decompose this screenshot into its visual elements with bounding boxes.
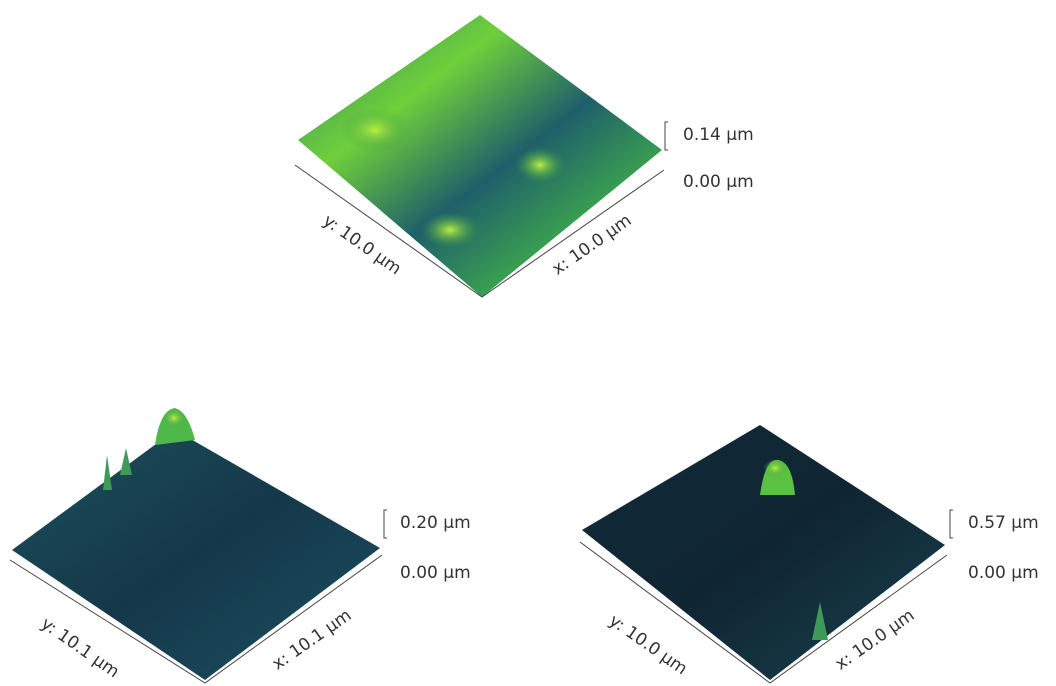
peak bbox=[763, 459, 787, 477]
peak bbox=[515, 147, 565, 183]
z-min-label: 0.00 µm bbox=[400, 563, 471, 583]
peak bbox=[420, 212, 480, 248]
surface-panel-1: 0.14 µm 0.00 µm y: 10.0 µm x: 10.0 µm bbox=[294, 15, 754, 298]
y-axis-label: y: 10.0 µm bbox=[319, 211, 405, 279]
z-max-label: 0.14 µm bbox=[683, 125, 754, 145]
z-bracket bbox=[949, 509, 953, 539]
surface-panel-3: 0.57 µm 0.00 µm y: 10.0 µm x: 10.0 µm bbox=[579, 425, 1039, 684]
base-axis bbox=[9, 554, 383, 684]
z-bracket bbox=[383, 509, 387, 539]
surface bbox=[298, 15, 662, 297]
y-axis-label: y: 10.0 µm bbox=[605, 611, 691, 679]
z-bracket bbox=[664, 121, 668, 151]
peak bbox=[340, 108, 410, 152]
peak bbox=[162, 408, 186, 428]
z-min-label: 0.00 µm bbox=[683, 172, 754, 192]
base-axis bbox=[579, 541, 948, 684]
peak bbox=[103, 448, 132, 490]
y-axis-label: y: 10.1 µm bbox=[37, 614, 123, 682]
surface bbox=[582, 425, 945, 680]
z-max-label: 0.20 µm bbox=[400, 513, 471, 533]
peak bbox=[812, 602, 828, 640]
z-min-label: 0.00 µm bbox=[968, 563, 1039, 583]
surface bbox=[12, 430, 380, 680]
base-axis bbox=[294, 164, 665, 298]
z-max-label: 0.57 µm bbox=[968, 513, 1039, 533]
surface-panel-2: 0.20 µm 0.00 µm y: 10.1 µm x: 10.1 µm bbox=[9, 408, 471, 684]
